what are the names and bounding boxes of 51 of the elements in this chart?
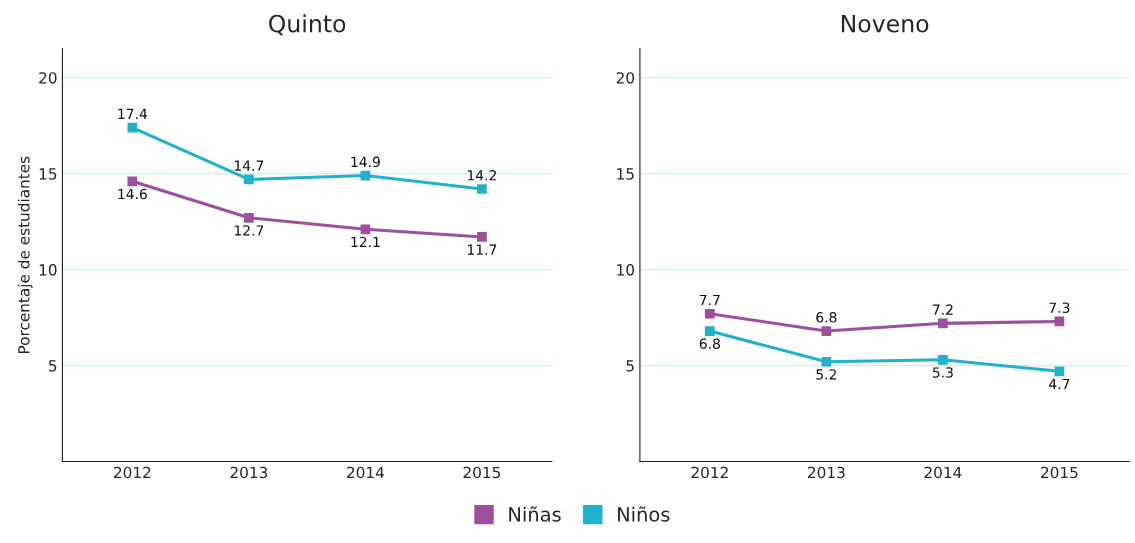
point <box>938 318 948 329</box>
data-label: 11.7 <box>467 244 497 255</box>
data-label: 14.6 <box>118 188 147 200</box>
legend-label: Niñas <box>509 506 561 522</box>
point <box>704 326 715 336</box>
point <box>477 232 487 242</box>
point <box>704 308 715 319</box>
y-tick-label: 5 <box>49 360 57 372</box>
y-axis-title: Porcentaje de estudiantes <box>17 156 33 354</box>
point <box>244 212 254 223</box>
data-label: 14.7 <box>234 160 264 171</box>
data-label: 7.2 <box>932 304 953 315</box>
point <box>1054 366 1065 377</box>
x-tick-label: 2014 <box>924 466 962 479</box>
point <box>477 184 487 194</box>
data-label: 6.8 <box>699 338 720 349</box>
data-label: 4.7 <box>1049 378 1070 390</box>
x-tick-label: 2012 <box>691 466 728 479</box>
data-label: 6.8 <box>816 312 837 323</box>
chart-title: Quinto <box>269 14 346 36</box>
x-tick-label: 2014 <box>347 466 384 479</box>
data-label: 14.2 <box>467 170 496 181</box>
x-tick-label: 2013 <box>230 466 268 479</box>
x-tick-label: 2015 <box>1041 466 1078 479</box>
y-tick-label: 10 <box>617 264 635 276</box>
x-tick-label: 2015 <box>463 466 501 479</box>
data-label: 7.7 <box>699 294 720 306</box>
point <box>127 122 138 133</box>
data-label: 17.4 <box>118 108 148 119</box>
y-tick-label: 15 <box>39 168 57 180</box>
point <box>821 356 832 367</box>
point <box>244 174 254 185</box>
y-tick-label: 15 <box>617 168 634 180</box>
point <box>127 176 138 187</box>
chart-title: Noveno <box>841 14 929 33</box>
y-tick-label: 20 <box>616 72 635 84</box>
point <box>938 354 948 365</box>
x-tick-label: 2012 <box>114 466 151 479</box>
legend-label: Niños <box>618 506 670 522</box>
data-label: 12.7 <box>234 225 264 236</box>
data-label: 7.3 <box>1049 302 1070 313</box>
point <box>821 326 832 336</box>
y-tick-label: 5 <box>626 360 634 372</box>
x-tick-label: 2013 <box>808 466 845 479</box>
data-label: 14.9 <box>351 156 380 168</box>
data-label: 5.2 <box>816 369 837 380</box>
data-label: 12.1 <box>351 236 380 248</box>
y-tick-label: 10 <box>39 264 57 276</box>
data-label: 5.3 <box>932 367 953 378</box>
point <box>360 224 371 235</box>
y-tick-label: 20 <box>39 72 57 84</box>
